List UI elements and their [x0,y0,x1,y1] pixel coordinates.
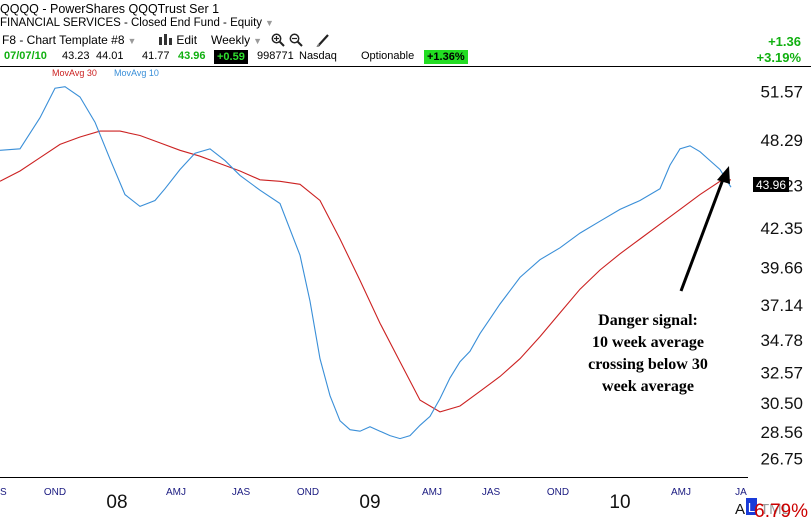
price-tag: 43.96 [753,177,789,192]
chart-template-dropdown[interactable]: F8 - Chart Template #8 ▼ [2,33,136,47]
price-tag-bg [753,177,789,192]
right-change: +1.36 [768,34,801,49]
x-tick-label: AMJ [422,487,442,498]
quote-low: 41.77 [142,50,170,62]
x-year-label: 10 [609,492,630,513]
y-axis: 51.5748.2945.2342.3539.6637.1434.7832.57… [760,83,803,469]
annotation-arrow [679,166,730,292]
quote-exchange: Nasdaq [299,50,337,62]
annotation-line: week average [602,378,694,395]
right-pct-change: +3.19% [756,50,801,65]
period-dropdown[interactable]: Weekly ▼ [211,33,262,47]
x-tick-label: OND [44,487,66,498]
control-a[interactable]: A [735,501,745,518]
chevron-down-icon: ▼ [127,36,137,46]
quote-high: 44.01 [96,50,124,62]
quote-open: 43.23 [62,50,90,62]
x-tick-label: AMJ [671,487,691,498]
legend-ma30: MovAvg 30 [52,68,97,78]
series-ma30-line [0,130,732,413]
y-tick-label: 30.50 [760,394,803,413]
optionable-label: Optionable [361,50,415,62]
quote-volume: 998771 [257,50,294,62]
y-tick-label: 28.56 [760,423,803,442]
y-tick-label: 39.66 [760,259,803,278]
x-tick-label: OND [297,487,319,498]
y-tick-label: 42.35 [760,219,803,238]
pencil-icon[interactable] [316,33,330,47]
x-tick-label: OND [547,487,569,498]
control-tml[interactable]: TML [760,501,790,518]
edit-label: Edit [176,33,198,47]
quote-last: 43.96 [178,50,206,62]
x-axis: S OND 08 AMJ JAS OND 09 AMJ JAS OND 10 AMJ JA [0,487,747,513]
bar-chart-icon [159,34,172,45]
industry-category-text: FINANCIAL SERVICES - Closed End Fund - E… [0,17,263,29]
x-year-label: 08 [106,492,127,513]
quote-date: 07/07/10 [4,50,47,62]
price-chart[interactable]: MovAvg 30 MovAvg 10 51.5748.2945.2342.35… [0,66,811,518]
annotation-line: Danger signal: [598,312,698,329]
edit-button[interactable]: Edit [159,33,197,47]
quote-change-badge: +0.59 [214,50,248,64]
x-tick-label: JAS [482,487,501,498]
chevron-down-icon: ▼ [253,36,263,46]
series-ma10-line [0,86,732,440]
x-tick-label: JA [735,487,747,498]
zoom-in-icon[interactable] [271,33,285,47]
danger-signal-annotation: Danger signal: 10 week average crossing be… [588,312,708,395]
control-l: L [748,500,755,515]
legend-ma10: MovAvg 10 [114,68,159,78]
y-tick-label: 51.57 [760,83,803,102]
annotation-line: 10 week average [592,334,704,351]
annotation-line: crossing below 30 [588,356,708,373]
pct-change-badge: +1.36% [424,50,468,64]
x-tick-label: AMJ [166,487,186,498]
price-tag-text: 43.96 [756,178,786,192]
zoom-out-icon[interactable] [289,33,303,47]
security-title: QQQQ - PowerShares QQQTrust Ser 1 [0,2,220,16]
y-tick-label: 32.57 [760,364,803,383]
industry-category: FINANCIAL SERVICES - Closed End Fund - E… [0,17,274,29]
y-tick-label: 37.14 [760,296,803,315]
x-tick-label: S [0,487,7,498]
chevron-down-icon[interactable]: ▼ [265,18,274,28]
y-tick-label: 26.75 [760,450,803,469]
bottom-pct-change: 6.79% [754,501,808,518]
l-button[interactable] [746,498,757,515]
y-tick-label: 48.29 [760,131,803,150]
x-year-label: 09 [359,492,380,513]
period-label: Weekly [211,33,251,47]
x-tick-label: JAS [232,487,251,498]
y-tick-label: 34.78 [760,331,803,350]
chart-template-label: F8 - Chart Template #8 [2,33,125,47]
